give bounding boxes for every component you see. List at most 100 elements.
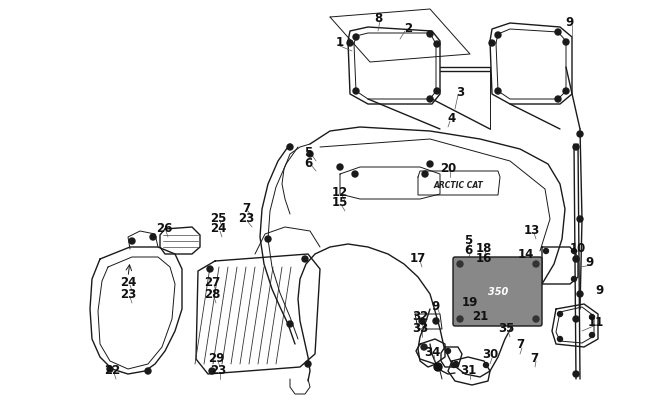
Text: 7: 7 bbox=[242, 201, 250, 214]
Text: 20: 20 bbox=[440, 161, 456, 174]
Circle shape bbox=[353, 89, 359, 95]
Text: 15: 15 bbox=[332, 196, 348, 209]
Circle shape bbox=[573, 145, 579, 151]
Text: 25: 25 bbox=[210, 211, 226, 224]
Circle shape bbox=[337, 164, 343, 171]
Text: 34: 34 bbox=[424, 345, 440, 358]
Text: 23: 23 bbox=[120, 287, 136, 300]
Circle shape bbox=[422, 172, 428, 177]
Circle shape bbox=[209, 368, 215, 374]
Text: 6: 6 bbox=[464, 244, 472, 257]
Circle shape bbox=[419, 318, 425, 324]
Circle shape bbox=[571, 277, 577, 282]
Text: 6: 6 bbox=[304, 156, 312, 169]
Circle shape bbox=[571, 249, 577, 254]
Text: 23: 23 bbox=[210, 362, 226, 375]
Text: 29: 29 bbox=[208, 351, 224, 364]
Circle shape bbox=[352, 172, 358, 177]
Text: 1: 1 bbox=[336, 35, 344, 48]
Text: 12: 12 bbox=[332, 185, 348, 198]
Text: 5: 5 bbox=[464, 233, 472, 246]
Circle shape bbox=[353, 35, 359, 41]
Circle shape bbox=[305, 361, 311, 367]
Text: 24: 24 bbox=[120, 275, 136, 288]
Text: 14: 14 bbox=[518, 248, 534, 261]
FancyBboxPatch shape bbox=[453, 257, 542, 326]
Circle shape bbox=[533, 316, 539, 322]
Circle shape bbox=[457, 316, 463, 322]
Circle shape bbox=[129, 239, 135, 244]
Circle shape bbox=[454, 362, 458, 367]
Text: 30: 30 bbox=[482, 347, 498, 360]
Text: 7: 7 bbox=[530, 351, 538, 364]
Text: 19: 19 bbox=[462, 295, 478, 308]
Text: 3: 3 bbox=[456, 85, 464, 98]
Circle shape bbox=[484, 362, 489, 368]
Circle shape bbox=[573, 316, 579, 322]
Text: 27: 27 bbox=[204, 275, 220, 288]
Circle shape bbox=[533, 261, 539, 267]
Text: 9: 9 bbox=[596, 283, 604, 296]
Text: 24: 24 bbox=[210, 221, 226, 234]
Circle shape bbox=[107, 366, 113, 372]
Circle shape bbox=[495, 89, 501, 95]
Text: 18: 18 bbox=[476, 241, 492, 254]
Circle shape bbox=[457, 261, 463, 267]
Text: 8: 8 bbox=[374, 11, 382, 24]
Text: 33: 33 bbox=[412, 321, 428, 334]
Circle shape bbox=[145, 368, 151, 374]
Text: 2: 2 bbox=[404, 21, 412, 34]
Circle shape bbox=[347, 41, 353, 47]
Text: ARCTIC CAT: ARCTIC CAT bbox=[433, 180, 483, 189]
Text: 9: 9 bbox=[566, 15, 574, 28]
Circle shape bbox=[265, 237, 271, 243]
Text: 4: 4 bbox=[448, 111, 456, 124]
Circle shape bbox=[563, 89, 569, 95]
Text: 28: 28 bbox=[204, 287, 220, 300]
Circle shape bbox=[150, 234, 156, 241]
Circle shape bbox=[577, 132, 583, 138]
Circle shape bbox=[427, 32, 433, 38]
Text: 350: 350 bbox=[488, 286, 508, 296]
Circle shape bbox=[421, 344, 427, 350]
Circle shape bbox=[433, 318, 439, 324]
Text: 7: 7 bbox=[516, 338, 524, 351]
Circle shape bbox=[427, 97, 433, 103]
Text: 13: 13 bbox=[524, 223, 540, 236]
Circle shape bbox=[558, 312, 562, 317]
Text: 17: 17 bbox=[410, 251, 426, 264]
Circle shape bbox=[434, 363, 442, 371]
Circle shape bbox=[573, 371, 579, 377]
Circle shape bbox=[577, 291, 583, 297]
Circle shape bbox=[563, 40, 569, 46]
Text: 32: 32 bbox=[412, 309, 428, 322]
Text: 31: 31 bbox=[460, 362, 476, 375]
Circle shape bbox=[434, 89, 440, 95]
Text: 16: 16 bbox=[476, 251, 492, 264]
Circle shape bbox=[427, 162, 433, 168]
Text: 26: 26 bbox=[156, 221, 172, 234]
Text: 5: 5 bbox=[304, 145, 312, 158]
Text: 23: 23 bbox=[238, 212, 254, 225]
Circle shape bbox=[307, 151, 313, 158]
Text: 9: 9 bbox=[586, 255, 594, 268]
Circle shape bbox=[445, 349, 450, 354]
Circle shape bbox=[434, 42, 440, 48]
Circle shape bbox=[287, 321, 293, 327]
Circle shape bbox=[590, 333, 595, 338]
Circle shape bbox=[590, 315, 595, 320]
Circle shape bbox=[543, 249, 549, 254]
Text: 10: 10 bbox=[570, 241, 586, 254]
Circle shape bbox=[577, 216, 583, 222]
Circle shape bbox=[555, 30, 561, 36]
Text: 9: 9 bbox=[432, 299, 440, 312]
Text: 22: 22 bbox=[104, 362, 120, 375]
Circle shape bbox=[573, 256, 579, 262]
Circle shape bbox=[452, 362, 456, 368]
Text: 35: 35 bbox=[498, 321, 514, 334]
Text: 21: 21 bbox=[472, 309, 488, 322]
Circle shape bbox=[555, 97, 561, 103]
Circle shape bbox=[495, 33, 501, 39]
Circle shape bbox=[558, 337, 562, 342]
Circle shape bbox=[302, 256, 308, 262]
